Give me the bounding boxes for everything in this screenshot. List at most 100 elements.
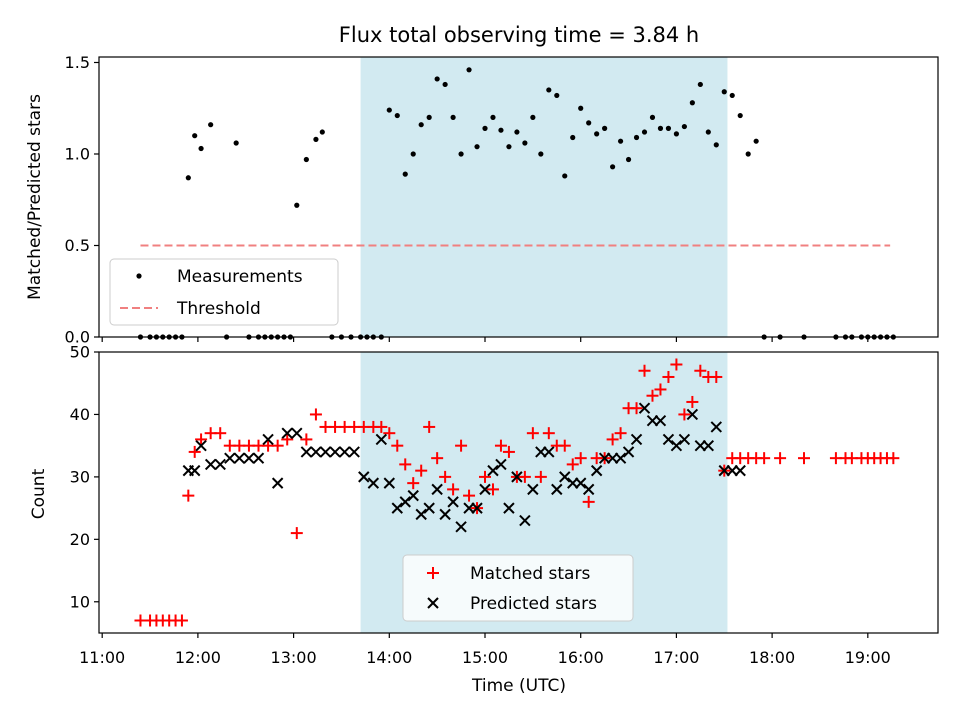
matched-point xyxy=(686,395,699,408)
predicted-point xyxy=(519,514,531,527)
matched-point xyxy=(188,445,201,458)
matched-point xyxy=(582,495,595,508)
predicted-point-b xyxy=(224,452,236,464)
predicted-point-b xyxy=(271,477,284,489)
predicted-point-b xyxy=(543,446,555,458)
predicted-point-b xyxy=(670,439,683,452)
matched-point xyxy=(486,483,499,496)
predicted-point xyxy=(407,489,419,502)
matched-point xyxy=(494,439,507,452)
matched-point xyxy=(502,445,515,458)
x-tick-label: 11:00 xyxy=(79,648,125,667)
predicted-point-b xyxy=(399,496,411,508)
count-y-tick-label: 20 xyxy=(70,530,90,549)
ratio-legend-box xyxy=(109,258,339,326)
matched-point xyxy=(214,427,227,440)
measurement-point xyxy=(689,100,695,106)
measurement-point xyxy=(418,122,424,128)
measurement-point xyxy=(721,89,727,95)
measurement-point xyxy=(294,202,300,208)
predicted-point-b xyxy=(252,452,265,464)
measurement-point xyxy=(649,114,656,120)
predicted-point xyxy=(654,414,667,427)
predicted-point-b xyxy=(702,439,715,452)
predicted-point xyxy=(638,402,651,414)
matched-point xyxy=(407,477,420,490)
matched-point xyxy=(447,483,460,496)
predicted-point-b xyxy=(511,471,523,483)
measurements-legend-marker xyxy=(136,273,142,279)
predicted-point xyxy=(375,433,388,446)
measurement-point xyxy=(514,129,520,135)
predicted-point-b xyxy=(487,464,499,477)
matched-point xyxy=(479,470,492,483)
matched-point xyxy=(375,420,388,433)
bottom-y-axis-label: Count xyxy=(29,468,49,519)
predicted-point-b xyxy=(630,433,643,446)
measurement-point xyxy=(625,156,632,163)
measurement-point xyxy=(745,151,751,157)
x-tick-label: 13:00 xyxy=(271,648,317,667)
matched-point xyxy=(887,452,900,465)
measurement-point xyxy=(426,114,432,120)
predicted-point-b xyxy=(431,483,443,496)
matched-point xyxy=(391,439,404,452)
matched-point xyxy=(534,470,547,483)
count-series-predicted-stars xyxy=(182,402,746,533)
predicted-point xyxy=(224,452,236,464)
matched-point xyxy=(694,364,707,377)
predicted-point-b xyxy=(348,446,360,458)
matched-point xyxy=(606,433,619,446)
matched-point xyxy=(774,452,787,465)
measurement-point xyxy=(602,125,608,131)
matched-point xyxy=(518,470,531,483)
measurement-point xyxy=(713,142,719,148)
matched-point xyxy=(309,408,322,421)
legend-label-predicted: Predicted stars xyxy=(470,594,597,614)
predicted-point-b xyxy=(678,433,691,446)
predicted-point xyxy=(527,483,539,496)
measurement-point xyxy=(198,145,204,152)
matched-point xyxy=(455,439,468,452)
predicted-point xyxy=(471,502,483,514)
measurement-point xyxy=(562,173,568,179)
measurement-point xyxy=(705,129,711,135)
ratio-highlight-span xyxy=(360,57,728,337)
matched-legend-marker xyxy=(427,567,439,579)
measurement-point xyxy=(729,92,735,99)
measurement-point xyxy=(303,156,309,163)
matched-point xyxy=(558,439,571,452)
predicted-point xyxy=(582,483,595,496)
predicted-point xyxy=(622,446,635,458)
count-series-matched-stars xyxy=(134,358,900,627)
predicted-point-b xyxy=(195,439,207,452)
measurement-point xyxy=(394,112,400,119)
predicted-point-b xyxy=(638,402,651,414)
predicted-point xyxy=(195,439,207,452)
predicted-point xyxy=(252,452,265,464)
predicted-point-b xyxy=(559,471,571,483)
matched-point xyxy=(399,458,412,471)
predicted-point-b xyxy=(243,452,255,464)
predicted-point xyxy=(291,427,303,439)
predicted-point-b xyxy=(734,464,746,477)
predicted-point-b xyxy=(407,489,419,502)
measurement-point xyxy=(402,171,408,177)
predicted-point xyxy=(590,464,603,477)
predicted-point xyxy=(204,458,217,471)
predicted-point xyxy=(662,433,675,446)
predicted-point xyxy=(511,471,523,483)
predicted-point-b xyxy=(479,483,491,496)
measurement-point xyxy=(490,114,496,120)
measurement-point xyxy=(482,125,488,131)
measurement-point xyxy=(753,138,759,144)
chart-title: Flux total observing time = 3.84 h xyxy=(339,23,699,47)
predicted-point xyxy=(233,452,246,464)
predicted-point xyxy=(358,471,370,483)
measurement-point xyxy=(208,122,214,128)
predicted-point-b xyxy=(300,446,313,458)
x-tick-label: 12:00 xyxy=(175,648,221,667)
measurement-point xyxy=(610,164,616,170)
measurement-point xyxy=(522,140,528,146)
